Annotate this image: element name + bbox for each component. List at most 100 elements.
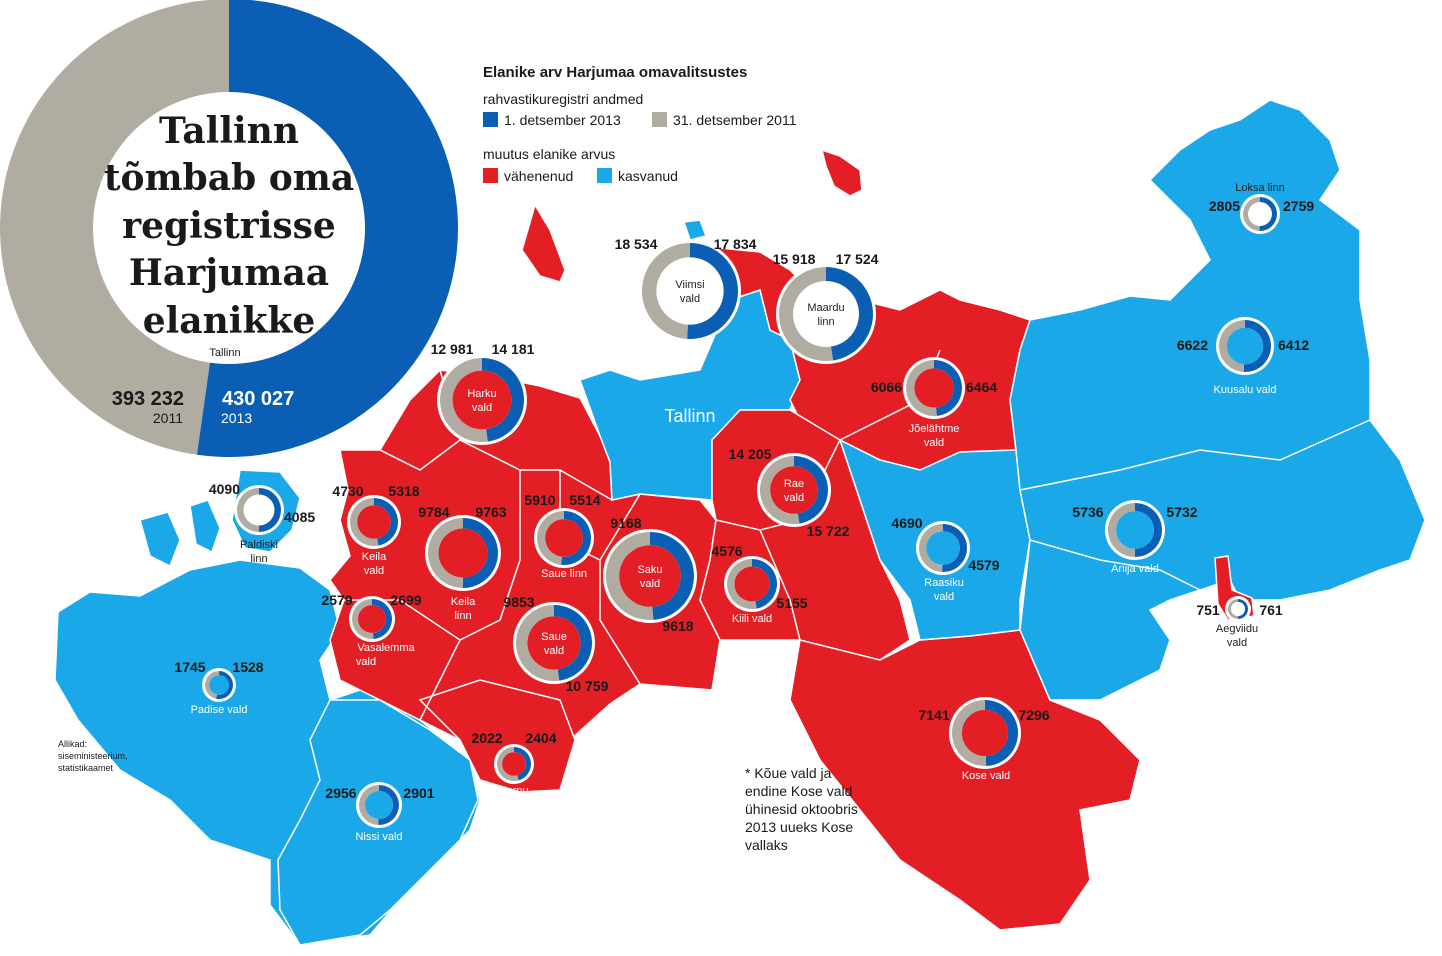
name-loksa-0: Loksa linn <box>1235 182 1285 194</box>
value-2011-paldiski: 4085 <box>284 509 315 525</box>
donut-arc-2011-nissi <box>358 785 379 825</box>
donut-raasiku: 4690 4579 Raasiku vald <box>891 515 999 603</box>
legend-key-increased: kasvanud <box>618 168 678 184</box>
island-2 <box>189 499 221 554</box>
value-2011-maardu: 17 524 <box>836 251 879 267</box>
donut-hole-raasiku <box>926 531 960 565</box>
name-rae-0: Rae <box>784 478 804 490</box>
donut-hole-anija <box>1116 511 1154 549</box>
donut-hole-kiili <box>734 566 770 602</box>
donut-nissi: 2956 2901 Nissi vald <box>325 782 435 843</box>
donut-arc-2011-sauelinn <box>536 511 564 565</box>
name-aegviidu-0: Aegviidu <box>1216 623 1258 635</box>
donut-arc-2013-sauelinn <box>561 511 591 565</box>
value-2011-viimsi: 17 834 <box>714 236 757 252</box>
donut-hole-vasalemma <box>358 605 386 633</box>
headline-line-4: Harjumaa <box>129 252 329 294</box>
donut-arc-2013-sauevald <box>554 605 592 681</box>
legend-swatch-increased <box>597 168 612 183</box>
donut-arc-2013-harku <box>482 358 524 442</box>
name-sauevald-0: Saue <box>541 631 567 643</box>
note-line-4: 2013 uueks Kose <box>745 819 853 835</box>
value-2013-saku: 9168 <box>610 515 641 531</box>
donut-paldiski: 4090 4085 Paldiski linn <box>209 481 316 565</box>
value-2011-sauevald: 10 759 <box>566 678 609 694</box>
name-nissi-0: Nissi vald <box>355 831 402 843</box>
donut-hole-loksa <box>1248 202 1272 226</box>
headline-line-3: registrisse <box>122 205 336 247</box>
legend-key-2011: 31. detsember 2011 <box>673 112 797 128</box>
value-2013-keilalinn: 9784 <box>418 504 449 520</box>
donut-arc-2013-padise <box>216 671 234 699</box>
name-saku-1: vald <box>640 578 660 590</box>
name-kuusalu-0: Kuusalu vald <box>1214 384 1277 396</box>
donut-arc-2011-rae <box>760 456 800 524</box>
island-aegna <box>521 203 566 283</box>
donut-kose: 7141 7296 Kose vald <box>918 697 1050 782</box>
value-2011-joelahtme: 6464 <box>966 379 997 395</box>
value-2013-keilavald: 4730 <box>332 483 363 499</box>
donut-kernu: 2022 2404 Kernu vald <box>471 730 556 811</box>
donut-hole-maardu <box>793 281 859 347</box>
value-2011-keilavald: 5318 <box>388 483 419 499</box>
legend: Elanike arv Harjumaa omavalitsustes rahv… <box>483 64 797 184</box>
legend-swatch-2011 <box>652 112 667 127</box>
value-2011-rae: 15 722 <box>807 523 850 539</box>
donut-arc-2011-kose <box>951 700 987 767</box>
value-2013-rae: 14 205 <box>729 446 772 462</box>
name-viimsi-1: vald <box>680 293 700 305</box>
name-harku-1: vald <box>472 402 492 414</box>
value-2013-kuusalu: 6622 <box>1177 337 1208 353</box>
value-2011-aegviidu: 761 <box>1259 602 1283 618</box>
donut-viimsi: 18 534 17 834 Viimsi vald <box>615 236 757 342</box>
donut-hole-aegviidu <box>1231 602 1245 616</box>
donut-arc-2013-vasalemma <box>372 599 392 639</box>
name-kernu-0: Kernu <box>499 785 528 797</box>
tallinn-donut-hole <box>93 92 365 364</box>
map-regions <box>54 99 1426 946</box>
donut-arc-2011-kernu <box>496 747 519 782</box>
legend-change-title: muutus elanike arvus <box>483 146 615 162</box>
donut-sauelinn: 5910 5514 Saue linn <box>524 492 600 580</box>
legend-swatch-2013 <box>483 112 498 127</box>
donut-harku: 12 981 14 181 Harku vald <box>431 341 535 445</box>
tallinn-map-label: Tallinn <box>664 406 715 426</box>
donut-arc-2011-keilalinn <box>427 518 463 588</box>
donut-arc-2011-maardu <box>779 267 834 362</box>
merger-note: * Kõue vald ja endine Kose vald ühinesid… <box>745 765 858 853</box>
legend-key-decreased: vähenenud <box>504 168 573 184</box>
value-2011-keilalinn: 9763 <box>475 504 506 520</box>
donut-arc-2013-raasiku <box>942 524 967 572</box>
donut-hole-sauelinn <box>545 519 583 557</box>
donut-arc-2011-anija <box>1107 503 1135 557</box>
region-kernu <box>418 679 576 793</box>
donut-arc-2011-saku <box>606 532 654 620</box>
tallinn-year-2013: 2013 <box>221 410 252 426</box>
donut-hole-keilalinn <box>438 528 488 578</box>
donut-loksa: 2805 2759 Loksa linn <box>1209 182 1314 234</box>
donut-arc-2011-paldiski <box>237 488 259 532</box>
donut-hole-padise <box>209 675 229 695</box>
donut-arc-2011-sauevald <box>515 605 560 682</box>
name-keilavald-0: Keila <box>362 551 387 563</box>
donut-hole-nissi <box>365 791 393 819</box>
name-harku-0: Harku <box>467 388 496 400</box>
name-vasalemma-0: Vasalemma <box>357 642 415 654</box>
donut-arc-2013-joelahtme <box>934 360 963 416</box>
tallinn-value-2011: 393 232 <box>112 388 184 410</box>
value-2011-kiili: 5155 <box>776 595 807 611</box>
note-line-2: endine Kose vald <box>745 783 852 799</box>
name-aegviidu-1: vald <box>1227 637 1247 649</box>
value-2013-harku: 12 981 <box>431 341 474 357</box>
value-2013-joelahtme: 6066 <box>871 379 902 395</box>
donut-arc-2013-kernu <box>514 747 531 781</box>
value-2013-anija: 5736 <box>1072 504 1103 520</box>
value-2011-anija: 5732 <box>1166 504 1197 520</box>
name-raasiku-1: vald <box>934 591 954 603</box>
tallinn-donut-2013-arc <box>196 0 458 457</box>
name-maardu-0: Maardu <box>807 302 844 314</box>
donut-anija: 5736 5732 Anija vald <box>1072 500 1198 575</box>
name-sauevald-1: vald <box>544 645 564 657</box>
sources-line-3: statistikaamet <box>58 763 114 773</box>
value-2011-harku: 14 181 <box>492 341 535 357</box>
